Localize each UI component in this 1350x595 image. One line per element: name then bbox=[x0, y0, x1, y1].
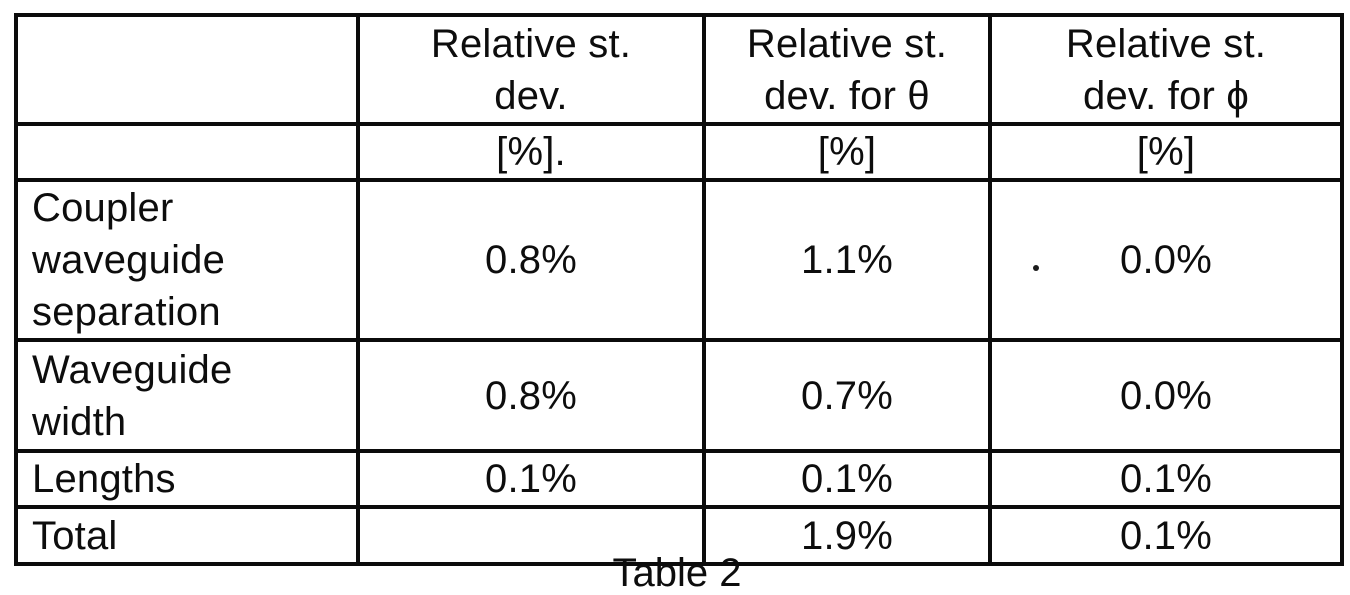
header-line: Relative st. bbox=[430, 21, 632, 66]
value-cell bbox=[356, 505, 706, 566]
row-label-total: Total bbox=[14, 505, 360, 566]
row-label-lengths: Lengths bbox=[14, 449, 360, 509]
value-cell: 0.0% bbox=[988, 338, 1344, 453]
value-cell: 1.9% bbox=[702, 505, 992, 566]
table-units-row: [%]. [%] [%] bbox=[14, 122, 1344, 182]
row-label-coupler-waveguide-separation: Coupler waveguide separation bbox=[14, 178, 360, 342]
header-rel-stdev-theta: Relative st. dev. for θ bbox=[702, 13, 992, 126]
value-cell: 0.1% bbox=[988, 505, 1344, 566]
value-cell: 1.1% bbox=[702, 178, 992, 342]
table-row: Waveguide width 0.8% 0.7% 0.0% bbox=[14, 338, 1344, 453]
table-caption: Table 2 bbox=[612, 551, 742, 595]
table-row: Total 1.9% 0.1% bbox=[14, 505, 1344, 566]
value-cell: 0.8% bbox=[356, 338, 706, 453]
value-cell: 0.1% bbox=[988, 449, 1344, 509]
header-line: Relative st. bbox=[746, 21, 948, 66]
scan-speck bbox=[1033, 265, 1039, 271]
header-rel-stdev-phi: Relative st. dev. for ϕ bbox=[988, 13, 1344, 126]
value-cell: 0.1% bbox=[702, 449, 992, 509]
value-cell: 0.7% bbox=[702, 338, 992, 453]
relative-stdev-table: Relative st. dev. Relative st. dev. for … bbox=[14, 13, 1344, 566]
header-line: dev. bbox=[494, 73, 568, 118]
header-empty-cell bbox=[14, 13, 360, 126]
header-line: dev. for ϕ bbox=[1083, 73, 1249, 118]
header-line: Relative st. bbox=[1065, 21, 1267, 66]
row-label-waveguide-width: Waveguide width bbox=[14, 338, 360, 453]
table-header-row: Relative st. dev. Relative st. dev. for … bbox=[14, 13, 1344, 126]
header-line: dev. for θ bbox=[764, 73, 930, 118]
units-cell: [%] bbox=[702, 122, 992, 182]
value-cell: 0.0% bbox=[988, 178, 1344, 342]
units-empty-cell bbox=[14, 122, 360, 182]
label-line: waveguide bbox=[32, 238, 226, 282]
table-row: Lengths 0.1% 0.1% 0.1% bbox=[14, 449, 1344, 509]
table-row: Coupler waveguide separation 0.8% 1.1% 0… bbox=[14, 178, 1344, 342]
units-cell: [%] bbox=[988, 122, 1344, 182]
value-cell: 0.8% bbox=[356, 178, 706, 342]
label-line: separation bbox=[32, 290, 221, 334]
label-line: Coupler bbox=[32, 186, 174, 230]
header-rel-stdev: Relative st. dev. bbox=[356, 13, 706, 126]
units-cell: [%]. bbox=[356, 122, 706, 182]
label-line: Waveguide bbox=[32, 347, 233, 392]
value-cell: 0.1% bbox=[356, 449, 706, 509]
label-line: width bbox=[32, 399, 127, 444]
